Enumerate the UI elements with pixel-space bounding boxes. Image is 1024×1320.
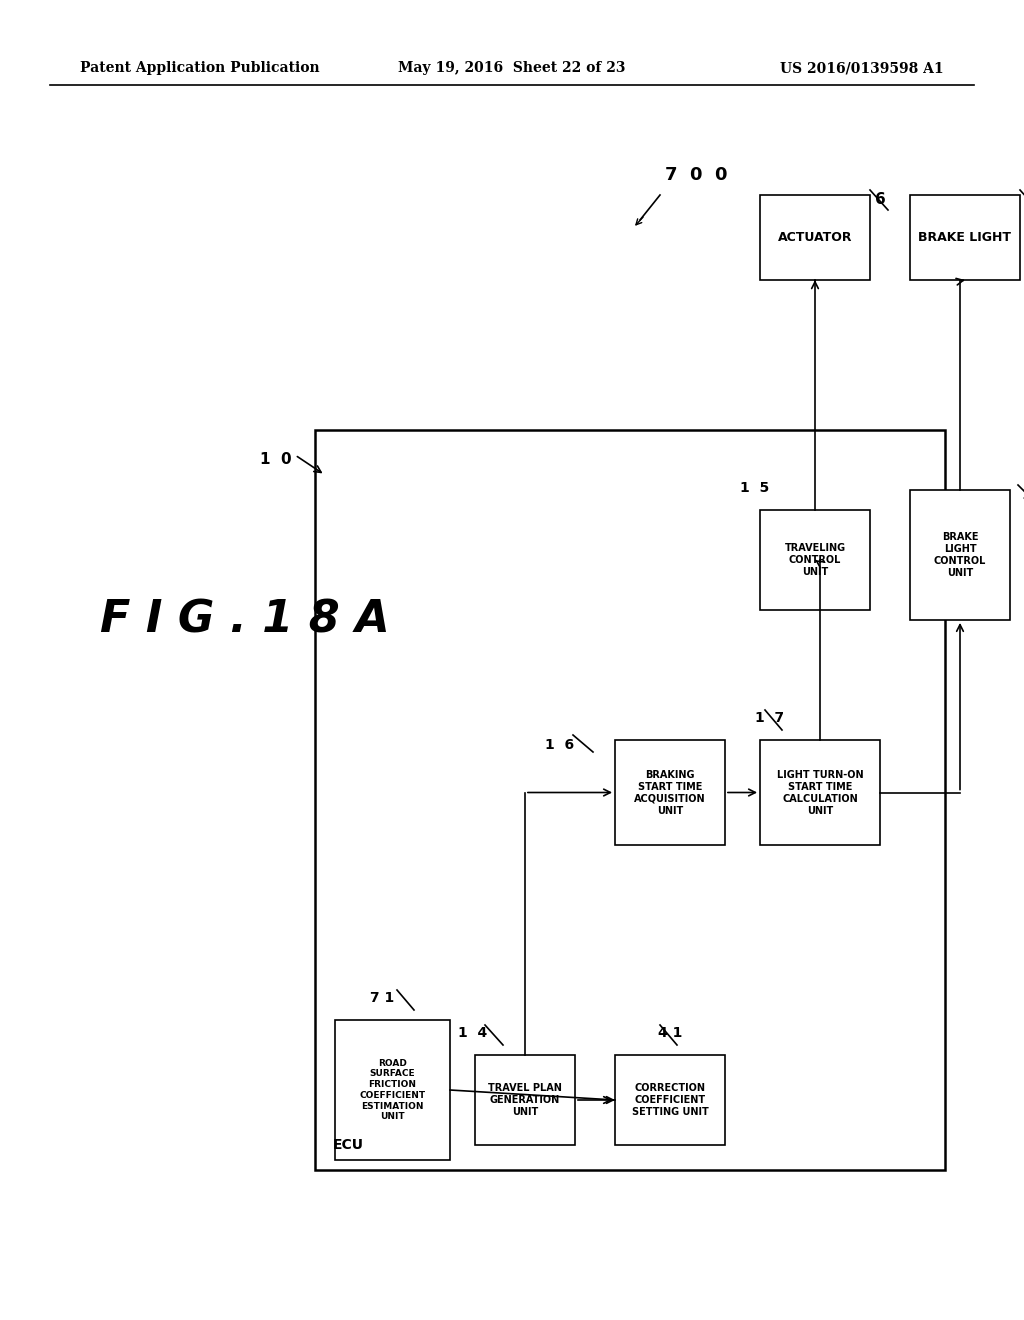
Bar bbox=[475, 1055, 575, 1144]
Text: 6: 6 bbox=[874, 193, 886, 207]
Text: 1  7: 1 7 bbox=[756, 711, 784, 725]
Bar bbox=[315, 430, 945, 1170]
Bar bbox=[910, 195, 1020, 280]
Text: BRAKE
LIGHT
CONTROL
UNIT: BRAKE LIGHT CONTROL UNIT bbox=[934, 532, 986, 578]
Text: 1  4: 1 4 bbox=[459, 1026, 487, 1040]
Text: Patent Application Publication: Patent Application Publication bbox=[80, 61, 319, 75]
Text: May 19, 2016  Sheet 22 of 23: May 19, 2016 Sheet 22 of 23 bbox=[398, 61, 626, 75]
Text: LIGHT TURN-ON
START TIME
CALCULATION
UNIT: LIGHT TURN-ON START TIME CALCULATION UNI… bbox=[776, 770, 863, 816]
Bar bbox=[760, 741, 880, 845]
Text: 1  5: 1 5 bbox=[740, 480, 770, 495]
Bar bbox=[615, 1055, 725, 1144]
Bar bbox=[335, 1020, 450, 1160]
Text: ROAD
SURFACE
FRICTION
COEFFICIENT
ESTIMATION
UNIT: ROAD SURFACE FRICTION COEFFICIENT ESTIMA… bbox=[359, 1059, 426, 1122]
Text: BRAKING
START TIME
ACQUISITION
UNIT: BRAKING START TIME ACQUISITION UNIT bbox=[634, 770, 706, 816]
Text: TRAVEL PLAN
GENERATION
UNIT: TRAVEL PLAN GENERATION UNIT bbox=[488, 1082, 562, 1117]
Bar bbox=[615, 741, 725, 845]
Text: TRAVELING
CONTROL
UNIT: TRAVELING CONTROL UNIT bbox=[784, 543, 846, 577]
Text: 1  0: 1 0 bbox=[260, 453, 292, 467]
Text: 1  8: 1 8 bbox=[1022, 488, 1024, 502]
Text: BRAKE LIGHT: BRAKE LIGHT bbox=[919, 231, 1012, 244]
Bar bbox=[910, 490, 1010, 620]
Text: 7  0  0: 7 0 0 bbox=[665, 166, 727, 183]
Text: ECU: ECU bbox=[333, 1138, 364, 1152]
Text: US 2016/0139598 A1: US 2016/0139598 A1 bbox=[780, 61, 944, 75]
Text: CORRECTION
COEFFICIENT
SETTING UNIT: CORRECTION COEFFICIENT SETTING UNIT bbox=[632, 1082, 709, 1117]
Bar bbox=[760, 195, 870, 280]
Text: 1  6: 1 6 bbox=[546, 738, 574, 752]
Text: 4 1: 4 1 bbox=[657, 1026, 682, 1040]
Bar bbox=[760, 510, 870, 610]
Text: ACTUATOR: ACTUATOR bbox=[778, 231, 852, 244]
Text: 7 1: 7 1 bbox=[370, 991, 394, 1005]
Text: F I G . 1 8 A: F I G . 1 8 A bbox=[100, 598, 390, 642]
